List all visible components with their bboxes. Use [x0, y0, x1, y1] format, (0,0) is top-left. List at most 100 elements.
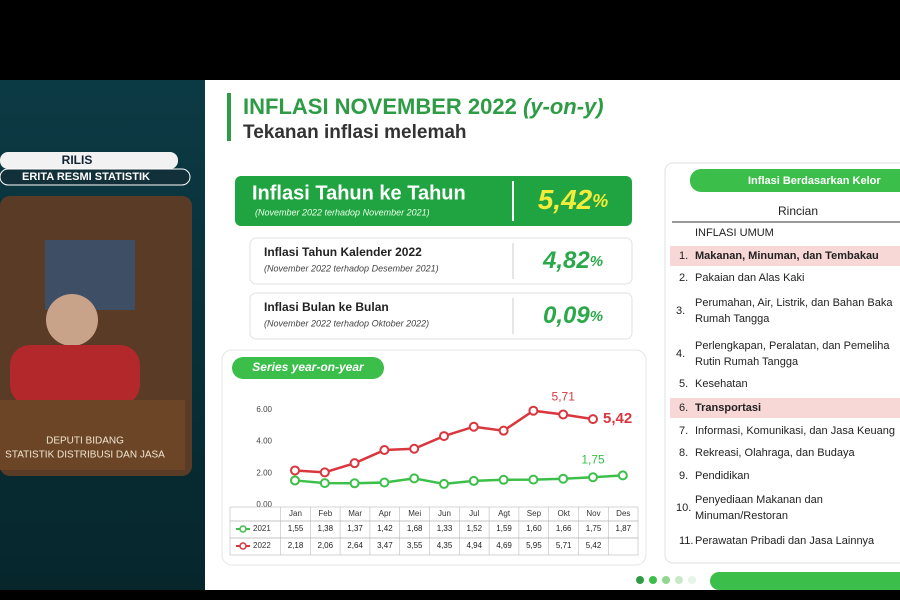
- point: [558, 409, 569, 420]
- x-tick-label: Mei: [408, 509, 421, 518]
- page-dot[interactable]: [662, 576, 670, 584]
- card-value-number: 5,42: [538, 184, 593, 215]
- banner-bg: [0, 168, 191, 186]
- table-cell: 5,42: [586, 541, 602, 550]
- point: [498, 425, 509, 436]
- presenter-head: [46, 294, 98, 346]
- x-tick-label: Jan: [289, 509, 302, 518]
- card-value-unit: %: [592, 191, 608, 211]
- x-tick-label: Des: [616, 509, 630, 518]
- point: [379, 477, 390, 488]
- badge: RILIS: [62, 153, 93, 167]
- point: [319, 467, 330, 478]
- legend-marker: [239, 525, 247, 533]
- legend-label: 2021: [253, 524, 271, 533]
- item-number: 11.: [679, 535, 693, 547]
- card: [249, 237, 633, 285]
- table-cell: 1,66: [556, 524, 572, 533]
- card-note: (November 2022 terhadop Oktober 2022): [264, 318, 429, 328]
- point: [319, 478, 330, 489]
- point: [588, 472, 598, 483]
- table-cell: 1,33: [437, 524, 453, 533]
- item-number: 3.: [676, 305, 685, 317]
- table-cell: 1,42: [377, 524, 393, 533]
- card-title: Inflasi Bulan ke Bulan: [264, 300, 389, 314]
- title-bar: [227, 93, 231, 141]
- x-tick-label: Nov: [586, 509, 600, 518]
- item-label: Rutin Rumah Tangga: [695, 356, 799, 368]
- legend-marker: [239, 542, 247, 550]
- breakdown-total: INFLASI UMUM: [695, 227, 774, 239]
- presenter-shirt: [10, 345, 140, 405]
- table-cell: 3,47: [377, 541, 393, 550]
- page-dot[interactable]: [675, 576, 683, 584]
- row-highlight: [670, 398, 900, 418]
- point: [290, 465, 300, 476]
- podium-text: STATISTIK DISTRIBUSI DAN JASA: [5, 450, 165, 461]
- card-value-number: 4,82: [542, 247, 590, 274]
- card: [235, 176, 632, 226]
- table-cell: 4,35: [437, 541, 453, 550]
- table-cell: 1,75: [586, 524, 602, 533]
- item-label: Perlengkapan, Peralatan, dan Pemeliha: [695, 340, 890, 352]
- table-cell: 3,55: [407, 541, 423, 550]
- row-highlight: [670, 246, 900, 266]
- table-cell: 1,37: [347, 524, 363, 533]
- chart-panel: [221, 349, 647, 566]
- item-label: Rumah Tangga: [695, 313, 770, 325]
- item-label: Minuman/Restoran: [695, 510, 788, 522]
- item-number: 8.: [679, 447, 688, 459]
- breakdown-header: Inflasi Berdasarkan Kelor: [748, 175, 881, 187]
- x-tick-label: Mar: [348, 509, 362, 518]
- item-number: 1.: [679, 250, 688, 262]
- page-dot[interactable]: [636, 576, 644, 584]
- table-cell: 2,18: [288, 541, 304, 550]
- point: [290, 475, 300, 486]
- table-cell: 5,71: [556, 541, 572, 550]
- card-value: 4,82%: [542, 247, 603, 274]
- table-cell: 1,68: [407, 524, 423, 533]
- table-cell: 5,95: [526, 541, 542, 550]
- item-number: 6.: [679, 402, 688, 414]
- card-value: 5,42%: [538, 184, 609, 215]
- card-value-unit: %: [590, 308, 603, 325]
- point: [528, 405, 539, 416]
- page-dot[interactable]: [688, 576, 696, 584]
- point-label: 1,75: [581, 452, 605, 466]
- page-dot[interactable]: [649, 576, 657, 584]
- point: [588, 414, 598, 425]
- item-label: Pakaian dan Alas Kaki: [695, 272, 804, 284]
- table-row: [229, 537, 639, 556]
- point: [379, 445, 390, 456]
- item-number: 10.: [676, 502, 691, 514]
- y-tick-label: 6.00: [256, 405, 272, 414]
- item-number: 7.: [679, 425, 688, 437]
- card-value-number: 0,09: [543, 302, 590, 329]
- x-tick-label: Okt: [557, 509, 570, 518]
- item-label: Perumahan, Air, Listrik, dan Bahan Baka: [695, 297, 893, 309]
- item-label: Perawatan Pribadi dan Jasa Lainnya: [695, 535, 875, 547]
- x-tick-label: Agt: [498, 509, 511, 518]
- item-label: Rekreasi, Olahraga, dan Budaya: [695, 447, 855, 459]
- y-tick-label: 0.00: [256, 500, 272, 509]
- point: [498, 474, 509, 485]
- table-cell: 1,60: [526, 524, 542, 533]
- table-cell: 4,94: [467, 541, 483, 550]
- podium-text: DEPUTI BIDANG: [46, 436, 124, 447]
- item-label: Penyediaan Makanan dan: [695, 494, 823, 506]
- x-tick-label: Sep: [527, 509, 542, 518]
- item-number: 2.: [679, 272, 688, 284]
- point: [439, 431, 449, 442]
- item-number: 4.: [676, 348, 685, 360]
- table-cell: 1,38: [318, 524, 334, 533]
- x-tick-label: Feb: [318, 509, 332, 518]
- point: [558, 473, 569, 484]
- table-cell: 2,64: [347, 541, 363, 550]
- chart-title-bg: [232, 357, 384, 379]
- y-tick-label: 2.00: [256, 468, 272, 477]
- item-label: Makanan, Minuman, dan Tembakau: [695, 250, 879, 262]
- point-label: 5,42: [603, 410, 632, 427]
- podium: [0, 400, 185, 470]
- point: [349, 478, 360, 489]
- item-label: Transportasi: [695, 402, 761, 414]
